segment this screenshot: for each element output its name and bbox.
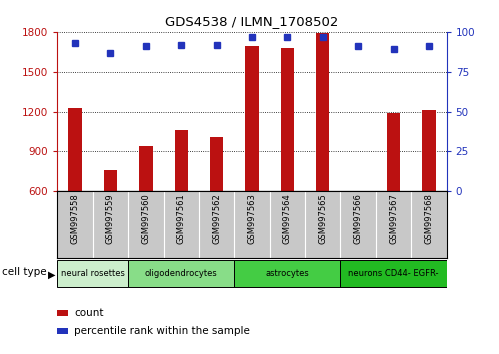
Text: GSM997561: GSM997561 (177, 193, 186, 244)
Text: GSM997563: GSM997563 (248, 193, 256, 244)
Bar (316, 33, 329, 191)
Text: ▶: ▶ (48, 270, 55, 280)
Text: GSM997559: GSM997559 (106, 193, 115, 244)
Text: GSM997566: GSM997566 (354, 193, 363, 244)
Bar (139, 146, 153, 191)
Title: GDS4538 / ILMN_1708502: GDS4538 / ILMN_1708502 (165, 15, 339, 28)
Text: count: count (74, 308, 104, 318)
Bar (422, 110, 436, 191)
Text: cell type: cell type (2, 267, 47, 277)
Bar (175, 130, 188, 191)
Text: GSM997560: GSM997560 (141, 193, 150, 244)
Bar (387, 113, 400, 191)
Text: neural rosettes: neural rosettes (61, 269, 125, 278)
Bar (210, 137, 224, 191)
FancyBboxPatch shape (57, 260, 128, 287)
Bar (280, 48, 294, 191)
Text: GSM997567: GSM997567 (389, 193, 398, 244)
Text: GSM997562: GSM997562 (212, 193, 221, 244)
Text: GSM997565: GSM997565 (318, 193, 327, 244)
Text: astrocytes: astrocytes (265, 269, 309, 278)
Bar (104, 170, 117, 191)
Text: oligodendrocytes: oligodendrocytes (145, 269, 218, 278)
Text: GSM997558: GSM997558 (70, 193, 79, 244)
Text: neurons CD44- EGFR-: neurons CD44- EGFR- (348, 269, 439, 278)
FancyBboxPatch shape (235, 260, 340, 287)
Text: GSM997568: GSM997568 (425, 193, 434, 244)
Text: percentile rank within the sample: percentile rank within the sample (74, 326, 250, 336)
Text: GSM997564: GSM997564 (283, 193, 292, 244)
FancyBboxPatch shape (128, 260, 235, 287)
FancyBboxPatch shape (340, 260, 447, 287)
Bar (246, 46, 258, 191)
Bar (68, 108, 82, 191)
